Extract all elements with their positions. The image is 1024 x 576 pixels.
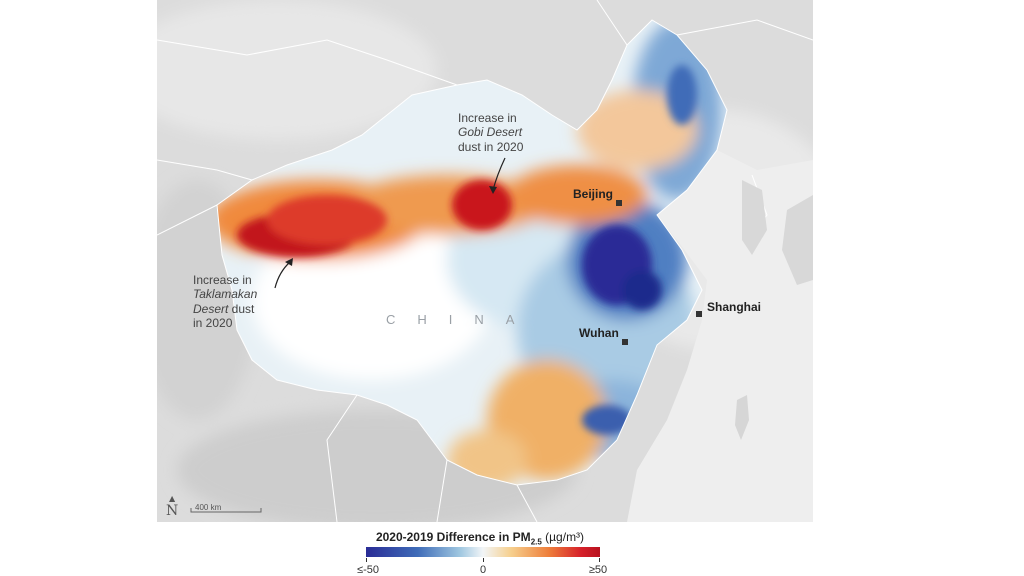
legend-title: 2020-2019 Difference in PM2.5 (µg/m³) [375,530,585,547]
city-label-beijing: Beijing [573,187,614,201]
legend-tick-mark [366,558,367,562]
scale-bar [190,508,262,513]
pm25-difference-map [157,0,813,522]
legend-tick-zero: 0 [479,564,487,576]
wuhan-marker [622,339,628,345]
beijing-marker [616,200,622,206]
scale-label: 400 km [195,503,222,512]
taiwan [735,395,749,440]
legend-tick-mark [483,558,484,562]
legend-tick-max: ≥50 [588,564,608,576]
country-label: CHINA [386,312,537,327]
city-label-wuhan: Wuhan [579,326,619,340]
shanghai-marker [696,311,702,317]
annotation-taklamakan: Increase in Taklamakan Desert dust in 20… [193,273,258,331]
north-arrow-icon: ▲ N [166,494,179,520]
japan [782,195,813,285]
legend-tick-mark [599,558,600,562]
country-borders [157,0,813,522]
legend-color-ramp [366,547,600,557]
legend-tick-min: ≤-50 [357,564,379,576]
sea [627,150,813,522]
annotation-gobi: Increase in Gobi Desert dust in 2020 [458,111,524,154]
korea [742,180,767,255]
china-outline [216,19,728,486]
city-label-shanghai: Shanghai [707,300,762,314]
